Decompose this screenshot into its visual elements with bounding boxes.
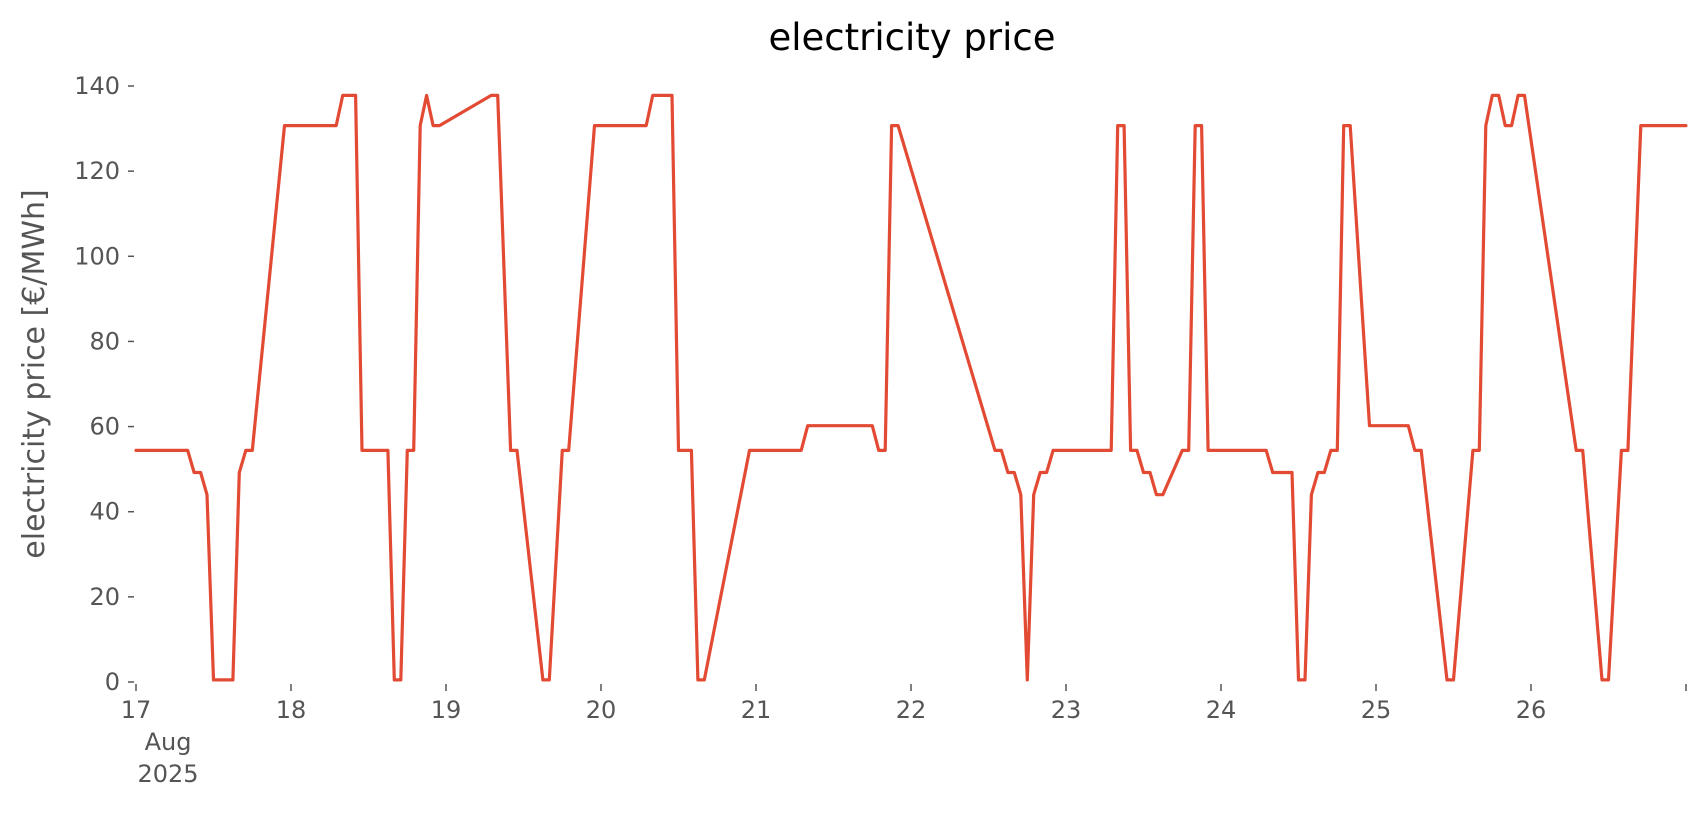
x-tick-sublabel: 2025 [137, 760, 198, 788]
y-tick-label: 100 [74, 242, 120, 270]
y-tick-label: 120 [74, 157, 120, 185]
y-axis: 0 20 40 60 80 100 120 140 [74, 72, 134, 696]
y-tick-label: 60 [89, 413, 120, 441]
y-tick-label: 20 [89, 583, 120, 611]
y-tick-label: 0 [105, 668, 120, 696]
x-tick-label: 20 [586, 696, 617, 724]
x-tick-label: 21 [741, 696, 772, 724]
y-axis-label: electricity price [€/MWh] [17, 189, 52, 558]
plot-area [134, 93, 1688, 682]
x-tick-label: 22 [896, 696, 927, 724]
x-tick-sublabel: Aug [145, 728, 192, 756]
x-axis: 17 Aug 2025 18 19 20 21 22 23 24 25 26 [121, 684, 1687, 788]
x-tick-label: 17 [121, 696, 152, 724]
x-tick-label: 24 [1206, 696, 1237, 724]
x-tick-label: 19 [431, 696, 462, 724]
x-tick-label: 26 [1516, 696, 1547, 724]
x-tick-label: 25 [1361, 696, 1392, 724]
y-tick-label: 80 [89, 327, 120, 355]
chart-title: electricity price [768, 16, 1055, 59]
x-tick-label: 18 [276, 696, 307, 724]
price-series-line [134, 93, 1688, 682]
y-tick-label: 140 [74, 72, 120, 100]
y-tick-label: 40 [89, 498, 120, 526]
x-tick-label: 23 [1051, 696, 1082, 724]
